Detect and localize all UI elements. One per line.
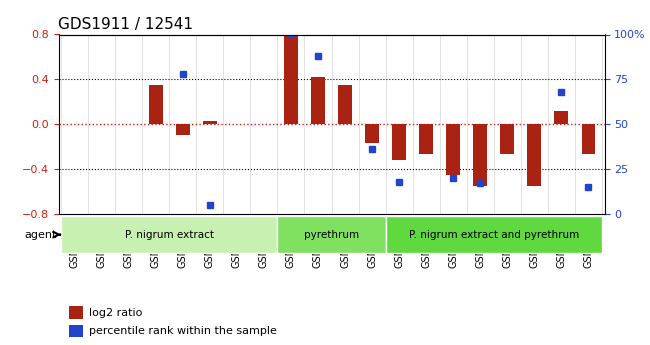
Text: agent: agent xyxy=(25,230,57,239)
Text: percentile rank within the sample: percentile rank within the sample xyxy=(88,326,276,336)
Bar xyxy=(393,124,406,160)
FancyBboxPatch shape xyxy=(385,216,602,253)
Bar xyxy=(70,306,83,319)
Bar xyxy=(176,124,190,135)
Bar xyxy=(554,111,568,124)
Bar xyxy=(149,85,162,124)
Bar xyxy=(311,77,325,124)
Text: GDS1911 / 12541: GDS1911 / 12541 xyxy=(58,17,194,32)
Text: P. nigrum extract: P. nigrum extract xyxy=(125,230,214,239)
Bar xyxy=(203,121,216,124)
FancyBboxPatch shape xyxy=(61,216,278,253)
Bar xyxy=(527,124,541,186)
Text: pyrethrum: pyrethrum xyxy=(304,230,359,239)
Bar xyxy=(473,124,487,186)
Bar xyxy=(70,325,83,337)
Bar xyxy=(284,34,298,124)
FancyBboxPatch shape xyxy=(278,216,385,253)
Bar xyxy=(338,85,352,124)
Bar xyxy=(365,124,379,143)
Bar xyxy=(447,124,460,175)
Bar xyxy=(500,124,514,155)
Text: P. nigrum extract and pyrethrum: P. nigrum extract and pyrethrum xyxy=(409,230,578,239)
Bar xyxy=(419,124,433,155)
Text: log2 ratio: log2 ratio xyxy=(88,308,142,317)
Bar xyxy=(582,124,595,155)
